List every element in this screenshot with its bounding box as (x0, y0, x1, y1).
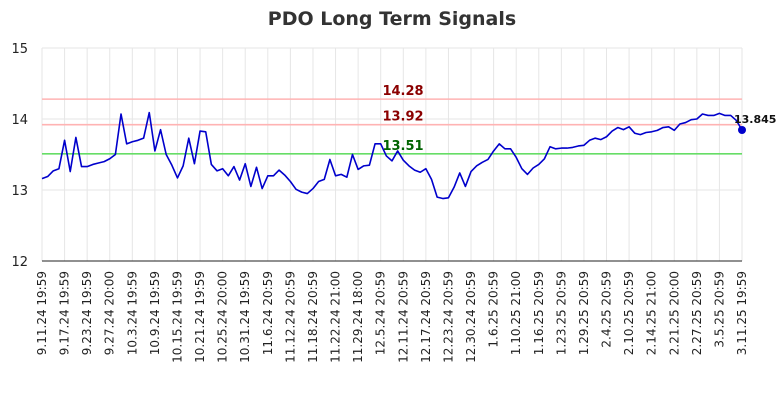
x-tick-label: 10.15.24 19:59 (170, 271, 184, 363)
axes-layer: 12 13 14 15 9.11.24 19:59 9.17.24 19:59 9.23.2… (11, 42, 749, 363)
x-tick-label: 10.31.24 19:59 (238, 271, 252, 363)
x-tick-label: 11.29.24 18:00 (351, 271, 365, 363)
x-tick-label: 11.12.24 20:59 (283, 271, 297, 363)
y-tick-label: 13 (11, 184, 28, 199)
x-tick-label: 12.23.24 20:59 (441, 271, 455, 363)
x-tick-label: 11.18.24 20:59 (306, 271, 320, 363)
x-tick-label: 10.25.24 20:00 (216, 271, 230, 363)
chart-title: PDO Long Term Signals (268, 8, 516, 30)
y-tick-label: 12 (11, 255, 28, 270)
reference-line-label: 14.28 (382, 84, 423, 99)
x-tick-label: 1.23.25 20:59 (554, 271, 568, 355)
x-tick-label: 1.16.25 20:59 (532, 271, 546, 355)
series-line (41, 111, 743, 200)
x-tick-label: 9.11.24 19:59 (35, 271, 49, 355)
x-tick-label: 9.17.24 19:59 (58, 271, 72, 355)
x-tick-label: 12.11.24 20:59 (396, 271, 410, 363)
y-tick-label: 15 (11, 42, 28, 57)
x-tick-label: 2.21.25 20:00 (667, 271, 681, 355)
x-tick-label: 12.17.24 20:59 (419, 271, 433, 363)
x-tick-label: 11.22.24 21:00 (329, 271, 343, 363)
x-tick-label: 2.10.25 20:59 (622, 271, 636, 355)
labels-layer: 14.28 13.92 13.51 13.845 (382, 84, 776, 154)
x-tick-label: 12.5.24 20:59 (374, 271, 388, 355)
x-tick-label: 10.3.24 19:59 (125, 271, 139, 355)
x-tick-label: 1.10.25 21:00 (509, 271, 523, 355)
series-layer (41, 111, 746, 200)
x-tick-label: 3.11.25 19:59 (735, 271, 749, 355)
last-value-marker (738, 126, 746, 135)
x-tick-label: 10.21.24 19:59 (193, 271, 207, 363)
reference-lines-layer (42, 98, 742, 155)
x-tick-label: 9.23.24 19:59 (80, 271, 94, 355)
x-tick-label: 1.29.25 20:59 (577, 271, 591, 355)
x-tick-label: 11.6.24 20:59 (261, 271, 275, 355)
x-tick-label: 2.27.25 20:59 (690, 271, 704, 355)
x-tick-label: 2.14.25 21:00 (645, 271, 659, 355)
x-tick-label: 3.5.25 20:59 (712, 271, 726, 348)
y-tick-label: 14 (11, 113, 28, 128)
x-tick-label: 9.27.24 20:00 (103, 271, 117, 355)
x-tick-label: 1.6.25 20:59 (487, 271, 501, 348)
last-value-label: 13.845 (734, 113, 776, 126)
reference-line-label: 13.92 (382, 110, 423, 125)
reference-line-label: 13.51 (382, 139, 423, 154)
x-tick-label: 12.30.24 20:59 (464, 271, 478, 363)
x-tick-label: 10.9.24 19:59 (148, 271, 162, 355)
x-tick-label: 2.4.25 20:59 (600, 271, 614, 348)
